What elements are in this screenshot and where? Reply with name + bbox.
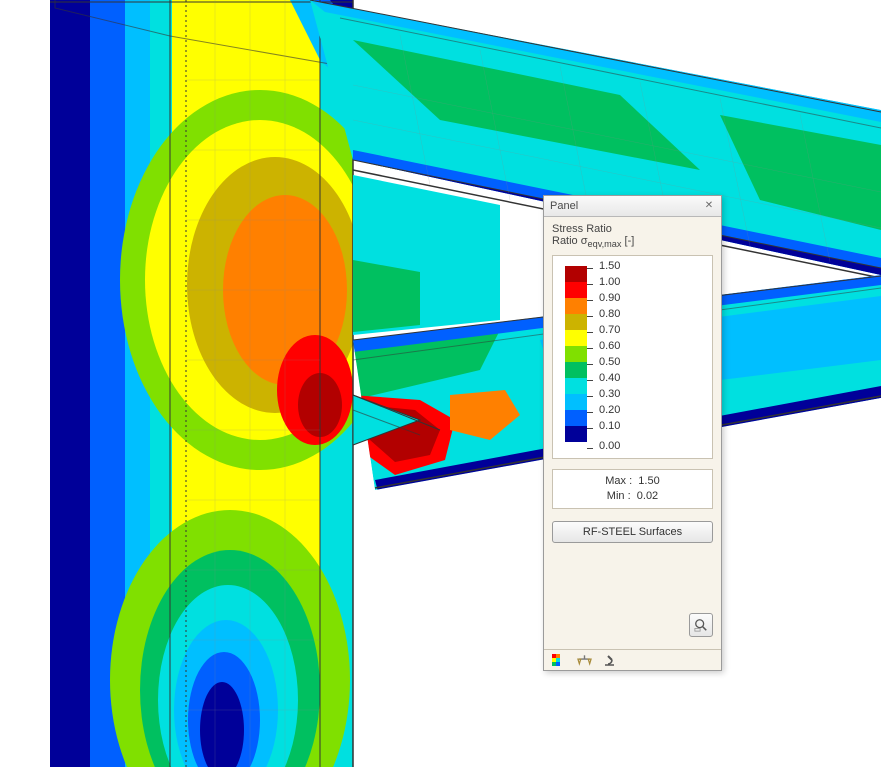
microscope-icon[interactable] bbox=[602, 652, 618, 668]
legend-swatch bbox=[565, 346, 587, 362]
legend-swatch bbox=[565, 314, 587, 330]
zoom-detail-icon[interactable] bbox=[689, 613, 713, 637]
legend-label: 1.00 bbox=[591, 276, 704, 288]
legend-row: 0.00 bbox=[565, 442, 704, 450]
color-legend: 1.50 1.00 0.90 0.80 0.70 0.60 0.50 0.40 0.30 0.20… bbox=[552, 255, 713, 459]
scale-icon[interactable] bbox=[576, 652, 592, 668]
stats-max-label: Max : bbox=[605, 475, 632, 487]
legend-label: 0.60 bbox=[591, 340, 704, 352]
legend-label: 0.10 bbox=[591, 420, 704, 432]
panel-heading-2: Ratio σeqv,max [-] bbox=[552, 235, 713, 249]
legend-label: 0.00 bbox=[591, 440, 704, 452]
panel-statusbar bbox=[544, 649, 721, 670]
legend-swatch bbox=[565, 426, 587, 442]
legend-label: 0.30 bbox=[591, 388, 704, 400]
legend-label: 0.20 bbox=[591, 404, 704, 416]
panel-title: Panel bbox=[550, 200, 701, 212]
legend-swatch bbox=[565, 362, 587, 378]
result-stats: Max : 1.50 Min : 0.02 bbox=[552, 469, 713, 509]
fea-result-viewport[interactable] bbox=[0, 0, 881, 767]
legend-swatch bbox=[565, 266, 587, 282]
legend-label: 0.90 bbox=[591, 292, 704, 304]
stats-min-value: 0.02 bbox=[637, 490, 658, 502]
stats-min-label: Min : bbox=[607, 490, 631, 502]
legend-label: 1.50 bbox=[591, 260, 704, 272]
panel-heading-1: Stress Ratio bbox=[552, 223, 713, 235]
legend-swatch bbox=[565, 298, 587, 314]
legend-swatch bbox=[565, 410, 587, 426]
legend-label: 0.80 bbox=[591, 308, 704, 320]
panel-titlebar[interactable]: Panel ✕ bbox=[544, 196, 721, 217]
contour-plot bbox=[0, 0, 881, 767]
rf-steel-surfaces-button[interactable]: RF-STEEL Surfaces bbox=[552, 521, 713, 543]
legend-label: 0.70 bbox=[591, 324, 704, 336]
legend-swatch bbox=[565, 394, 587, 410]
legend-label: 0.50 bbox=[591, 356, 704, 368]
legend-label: 0.40 bbox=[591, 372, 704, 384]
legend-swatch bbox=[565, 282, 587, 298]
palette-icon[interactable] bbox=[550, 652, 566, 668]
legend-swatch bbox=[565, 378, 587, 394]
legend-swatch bbox=[565, 330, 587, 346]
close-icon[interactable]: ✕ bbox=[701, 198, 717, 214]
results-panel: Panel ✕ Stress Ratio Ratio σeqv,max [-] … bbox=[543, 195, 722, 671]
stats-max-value: 1.50 bbox=[638, 475, 659, 487]
